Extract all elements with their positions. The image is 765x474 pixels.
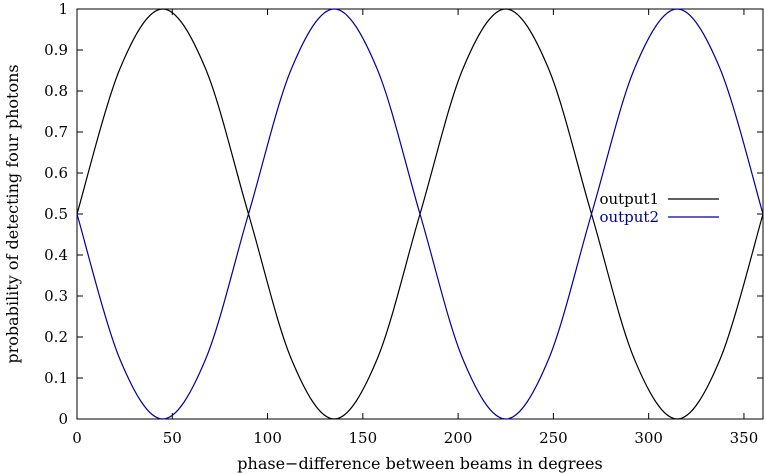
y-tick-label: 0.6 <box>44 164 68 182</box>
x-tick-label: 100 <box>253 429 282 447</box>
x-tick-label: 350 <box>730 429 759 447</box>
y-axis-title: probability of detecting four photons <box>3 64 22 363</box>
y-tick-label: 0.8 <box>44 82 68 100</box>
series-line-output2 <box>76 8 764 420</box>
y-axis-ticks: 0 0.1 0.2 0.3 0.4 0.5 0.6 0.7 0.8 0.9 1 <box>44 0 763 428</box>
y-tick-label: 0.5 <box>44 205 68 223</box>
y-tick-label: 1 <box>58 0 68 18</box>
y-tick-label: 0.9 <box>44 41 68 59</box>
y-tick-label: 0 <box>58 410 68 428</box>
x-tick-label: 200 <box>444 429 473 447</box>
x-tick-label: 50 <box>163 429 182 447</box>
series-lines <box>76 8 764 420</box>
x-axis-title: phase−difference between beams in degree… <box>237 454 602 473</box>
x-axis-ticks: 0 50 100 150 200 250 300 350 <box>72 9 758 447</box>
y-tick-label: 0.3 <box>44 287 68 305</box>
y-tick-label: 0.2 <box>44 328 68 346</box>
x-tick-label: 300 <box>634 429 663 447</box>
y-tick-label: 0.7 <box>44 123 68 141</box>
legend-label-output1: output1 <box>599 190 659 208</box>
x-tick-label: 0 <box>72 429 82 447</box>
y-tick-label: 0.4 <box>44 246 68 264</box>
legend-label-output2: output2 <box>599 208 659 226</box>
y-tick-label: 0.1 <box>44 369 68 387</box>
x-tick-label: 150 <box>349 429 378 447</box>
x-tick-label: 250 <box>539 429 568 447</box>
